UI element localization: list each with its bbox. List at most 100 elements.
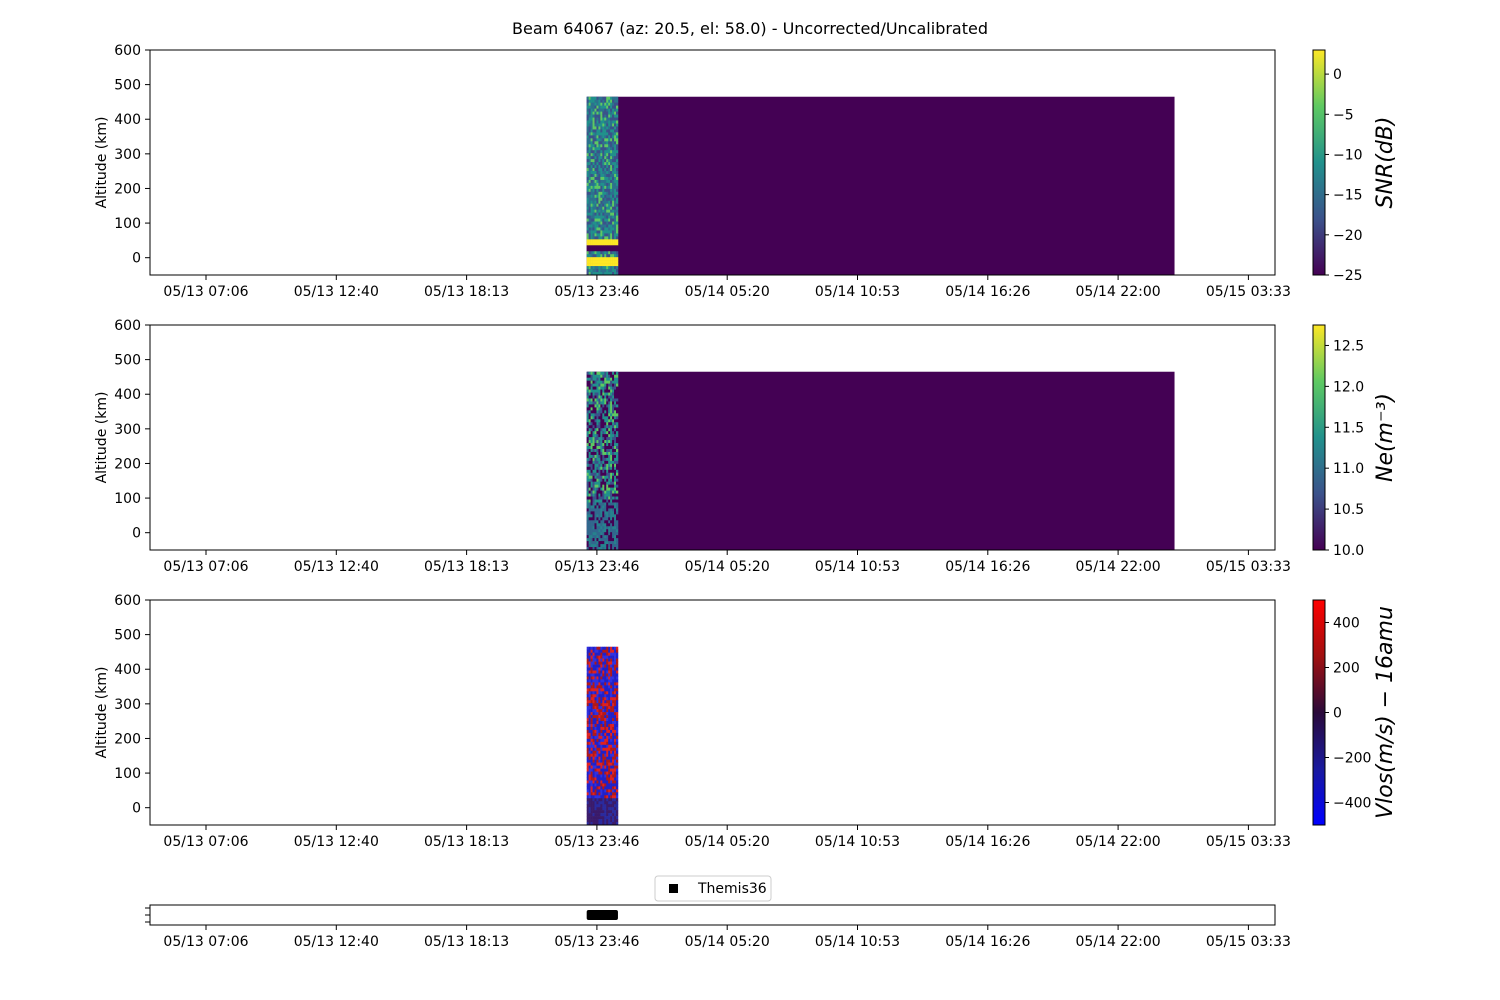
ne-cell: [610, 454, 613, 459]
ne-cell: [616, 526, 619, 530]
vlos-cell: [604, 688, 607, 692]
vlos-cell: [612, 777, 615, 781]
ne-cell: [604, 392, 607, 396]
vlos-cell: [608, 816, 611, 820]
snr-cell: [614, 203, 617, 207]
ne-cell: [596, 490, 599, 494]
snr-cell: [600, 272, 603, 276]
vlos-cell: [608, 786, 611, 790]
ne-cell: [614, 428, 617, 432]
snr-cell: [604, 135, 607, 139]
ne-cell: [612, 532, 615, 536]
ne-cell: [590, 493, 593, 497]
snr-cell: [588, 129, 591, 133]
ne-cell: [592, 475, 595, 479]
snr-cell: [612, 266, 615, 270]
ne-cell: [608, 505, 611, 509]
snr-cell: [590, 138, 593, 142]
ne-cell: [588, 541, 591, 545]
snr-cell: [590, 147, 593, 151]
vlos-cell: [604, 804, 607, 808]
vlos-cell: [596, 762, 599, 766]
vlos-cell: [608, 807, 611, 811]
vlos-cell: [588, 783, 591, 787]
snr-cell: [604, 236, 607, 240]
vlos-cell: [602, 723, 605, 728]
snr-cell: [606, 221, 609, 225]
ne-cell: [612, 502, 615, 506]
vlos-cell: [586, 819, 589, 823]
snr-cell: [616, 102, 619, 106]
snr-cell: [600, 260, 603, 264]
ne-cell: [598, 490, 601, 494]
vlos-cell: [614, 744, 617, 749]
ne-cell: [594, 392, 597, 396]
snr-cell: [600, 227, 603, 231]
snr-cell: [598, 215, 601, 219]
ne-cell: [610, 446, 613, 450]
snr-cell: [590, 114, 593, 118]
ne-cell: [610, 544, 613, 548]
vlos-cell: [612, 765, 615, 769]
snr-cell: [604, 159, 607, 163]
vlos-cell: [596, 723, 599, 728]
ne-cell: [586, 469, 589, 474]
vlos-cell: [598, 771, 601, 775]
snr-cell: [588, 173, 591, 178]
snr-cell: [596, 203, 599, 207]
snr-cell: [612, 162, 615, 166]
vlos-cell: [610, 682, 613, 686]
ne-cell: [610, 451, 613, 456]
vlos-cell: [612, 780, 615, 784]
vlos-cell: [604, 816, 607, 820]
vlos-cell: [590, 816, 593, 820]
ne-cell: [594, 541, 597, 545]
vlos-cell: [592, 798, 595, 802]
ne-cell: [596, 535, 599, 539]
ne-cell: [604, 544, 607, 548]
snr-cell: [588, 215, 591, 219]
vlos-cell: [616, 804, 619, 808]
snr-cell: [590, 182, 593, 187]
ne-cell: [610, 404, 613, 408]
snr-cell: [598, 227, 601, 231]
vlos-cell: [606, 664, 609, 668]
ne-cell: [590, 374, 593, 378]
ne-cell: [594, 523, 597, 527]
vlos-cell: [614, 673, 617, 677]
vlos-cell: [596, 777, 599, 781]
snr-cell: [590, 156, 593, 160]
ne-cell: [606, 425, 609, 429]
snr-cell: [590, 194, 593, 199]
ne-cell: [594, 535, 597, 539]
ne-cell: [610, 514, 613, 518]
vlos-cell: [616, 759, 619, 763]
vlos-cell: [592, 768, 595, 772]
ne-cell: [614, 463, 617, 468]
vlos-cell: [614, 726, 617, 731]
snr-cell: [616, 108, 619, 112]
vlos-cell: [612, 762, 615, 766]
vlos-cell: [602, 679, 605, 683]
ne-cell: [592, 502, 595, 506]
snr-cell: [590, 206, 593, 210]
vlos-cell: [604, 798, 607, 802]
snr-cell: [586, 203, 589, 207]
vlos-cell: [606, 738, 609, 743]
snr-cell: [616, 245, 619, 249]
snr-cell: [604, 191, 607, 196]
ne-cell: [604, 526, 607, 530]
snr-cell: [586, 197, 589, 202]
vlos-cell: [604, 676, 607, 680]
ne-cell: [592, 386, 595, 390]
vlos-cell: [610, 694, 613, 698]
vlos-cell: [594, 795, 597, 799]
ne-cell: [616, 466, 619, 471]
ne-cell: [606, 389, 609, 393]
vlos-cell: [606, 715, 609, 719]
ne-cell: [600, 434, 603, 438]
ne-cell: [590, 514, 593, 518]
vlos-cell: [588, 652, 591, 656]
snr-cell: [600, 141, 603, 145]
